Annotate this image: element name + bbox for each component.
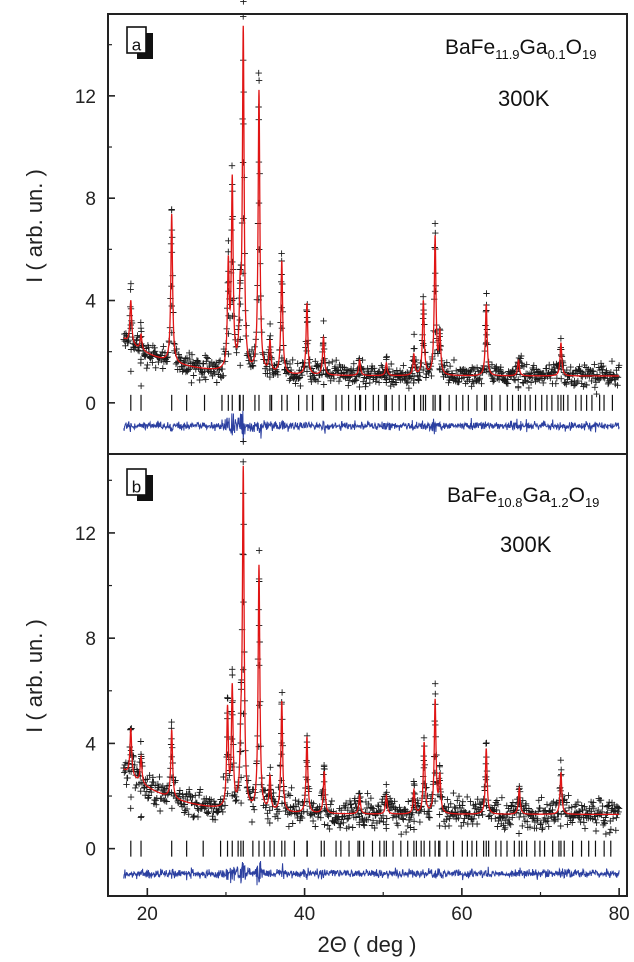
difference-curve-a — [123, 410, 620, 443]
difference-line — [123, 410, 620, 443]
calculated-curve-b — [123, 465, 619, 816]
x-axis-b: 20 40 60 80 — [137, 888, 630, 925]
calculated-curve-line — [123, 465, 619, 816]
x-tick-label: 60 — [451, 904, 472, 925]
temperature-label-a: 300K — [498, 86, 550, 111]
y-axis-title-b: I ( arb. un. ) — [22, 619, 47, 733]
y-tick-label: 12 — [75, 524, 96, 545]
panel-letter-b: b — [132, 477, 141, 496]
compound-formula-a: BaFe11.9Ga0.1O19 — [445, 36, 596, 62]
y-axis-b: 0 4 8 12 — [75, 479, 115, 861]
panel-b: 0 4 8 12 20 40 60 80 b BaFe10.8Ga1.2O19 300K I… — [22, 438, 630, 957]
compound-formula-b: BaFe10.8Ga1.2O19 — [447, 484, 599, 510]
x-tick-label: 80 — [609, 904, 630, 925]
panel-label-b: b — [126, 468, 153, 501]
calculated-curve-line — [123, 25, 619, 377]
y-tick-label: 4 — [85, 734, 96, 755]
panel-a: 0 4 8 12 a BaFe11.9Ga0.1O19 300K I ( arb. u… — [22, 0, 628, 455]
difference-line — [123, 861, 620, 886]
y-axis-a: 0 4 8 12 — [75, 44, 115, 415]
y-tick-label: 0 — [85, 840, 96, 861]
temperature-label-b: 300K — [500, 532, 552, 557]
difference-curve-b — [123, 861, 620, 886]
calculated-curve-a — [123, 25, 619, 377]
y-tick-label: 4 — [85, 292, 96, 313]
bragg-ticks-b — [130, 840, 612, 857]
plot-frame-b — [107, 453, 628, 897]
x-axis-title: 2Θ ( deg ) — [317, 932, 416, 957]
y-axis-title-a: I ( arb. un. ) — [22, 169, 47, 283]
panel-letter-a: a — [132, 35, 142, 54]
bragg-ticks-a — [130, 394, 614, 411]
y-tick-label: 0 — [85, 394, 96, 415]
y-tick-label: 8 — [85, 629, 96, 650]
x-tick-label: 20 — [137, 904, 158, 925]
y-tick-label: 8 — [85, 189, 96, 210]
y-tick-label: 12 — [75, 87, 96, 108]
panel-label-a: a — [126, 26, 153, 59]
x-tick-label: 40 — [294, 904, 315, 925]
